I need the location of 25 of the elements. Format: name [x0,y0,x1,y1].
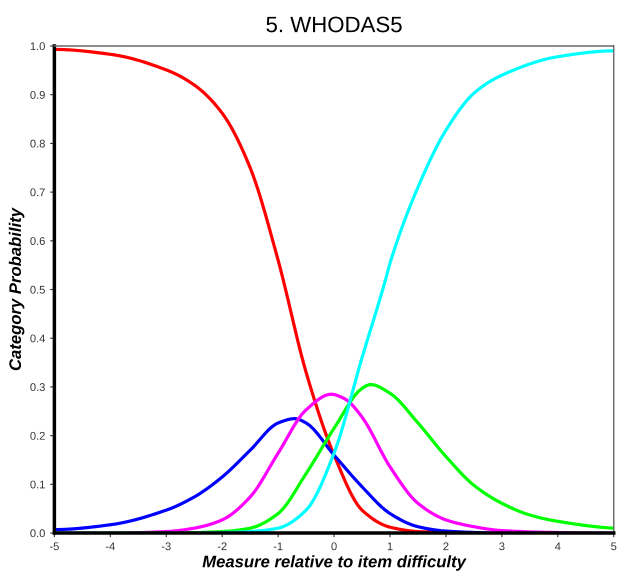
y-tick-label: 0.3 [30,383,45,392]
y-tick-label: 1.0 [30,42,45,50]
y-tick-label: 0.8 [30,140,45,148]
x-tick-label: 1 [388,542,393,550]
chart-title: 5. WHODAS5 [266,16,402,32]
x-tick-label: 2 [443,542,448,550]
x-tick-label: -4 [106,542,115,550]
x-tick-label: 3 [499,542,504,550]
y-tick-label: 0.6 [30,237,45,245]
x-tick-label: -1 [274,542,283,550]
x-tick-label: -3 [162,542,171,550]
x-tick-label: 0 [331,542,337,550]
y-tick-label: 0.4 [30,334,46,342]
y-tick-label: 0.0 [30,529,45,538]
x-tick-label: -5 [50,542,59,550]
y-tick-label: 0.7 [30,188,45,196]
x-tick-label: 4 [554,542,561,550]
y-tick-label: 0.2 [30,432,45,440]
y-tick-label: 0.5 [30,286,45,294]
x-axis-title: Measure relative to item difficulty [202,555,467,571]
x-tick-label: -2 [218,542,227,550]
x-tick-label: 5 [611,542,616,550]
y-tick-label: 0.1 [30,480,45,488]
y-tick-label: 0.9 [30,90,45,99]
y-axis-title: Category Probability [8,207,24,370]
